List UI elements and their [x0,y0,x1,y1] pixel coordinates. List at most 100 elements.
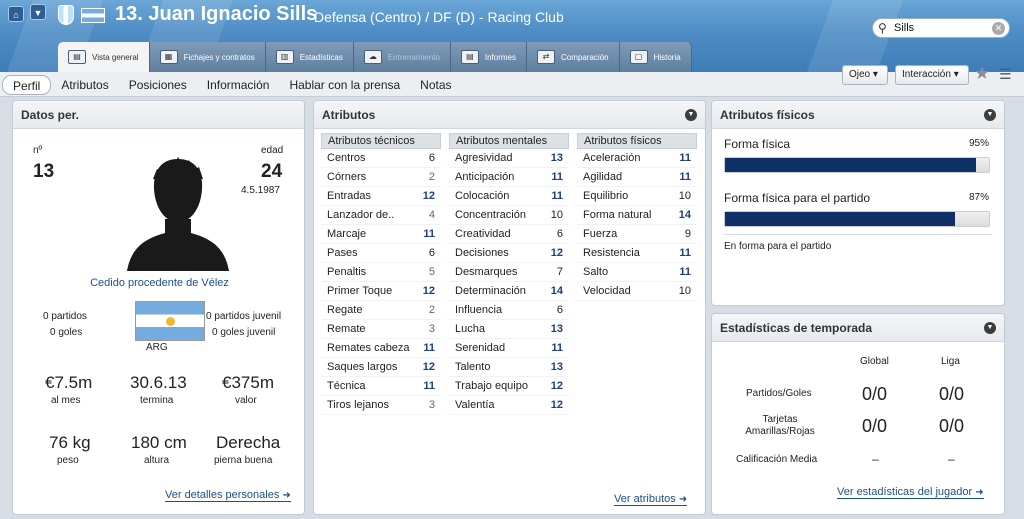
subnav-item-0[interactable]: Perfil [2,74,52,95]
tab-historia[interactable]: ▢ Historia [619,42,692,72]
attribute-row[interactable]: Remate 3 [321,320,441,339]
attribute-row[interactable]: Aceleración 11 [577,149,697,168]
attribute-row[interactable]: Córners 2 [321,168,441,187]
attribute-row[interactable]: Trabajo equipo 12 [449,377,569,396]
attribute-row[interactable]: Resistencia 11 [577,244,697,263]
attribute-value: 11 [679,247,691,259]
attribute-name: Determinación [455,285,526,297]
tab-comparación[interactable]: ⇄ Comparación [527,42,620,72]
attribute-row[interactable]: Entradas 12 [321,187,441,206]
attribute-value: 10 [550,209,563,221]
attribute-row[interactable]: Remates cabeza 11 [321,339,441,358]
attribute-row[interactable]: Serenidad 11 [449,339,569,358]
attribute-row[interactable]: Influencia 6 [449,301,569,320]
attribute-row[interactable]: Determinación 14 [449,282,569,301]
attribute-name: Decisiones [455,247,509,259]
interaccion-dropdown[interactable]: Interacción ▾ [895,65,969,85]
attribute-value: 12 [422,285,435,297]
attribute-value: 11 [679,266,691,278]
attribute-row[interactable]: Desmarques 7 [449,263,569,282]
favorite-star-icon[interactable]: ★ [974,63,991,83]
subnav-item-4[interactable]: Hablar con la prensa [289,77,401,92]
attribute-row[interactable]: Anticipación 11 [449,168,569,187]
attribute-row[interactable]: Equilibrio 10 [577,187,697,206]
attribute-row[interactable]: Marcaje 11 [321,225,441,244]
attribute-row[interactable]: Lucha 13 [449,320,569,339]
attribute-row[interactable]: Regate 2 [321,301,441,320]
fitness-bar [724,157,990,173]
attribute-name: Serenidad [455,342,506,354]
attribute-row[interactable]: Talento 13 [449,358,569,377]
attribute-row[interactable]: Técnica 11 [321,377,441,396]
panel-title: Atributos físicos ▼ [712,101,1004,129]
tab-estadísticas[interactable]: ▥ Estadísticas [265,42,354,72]
history-icon: ▢ [629,50,648,64]
loan-info[interactable]: Cedido procedente de Vélez [90,277,229,289]
subnav-item-3[interactable]: Información [206,77,270,92]
attribute-row[interactable]: Colocación 11 [449,187,569,206]
search-input[interactable]: ⚲ Sills ✕ [872,18,1010,38]
attribute-name: Fuerza [583,228,618,240]
club-crest-icon [58,5,74,25]
tab-informes[interactable]: ▤ Informes [450,42,527,72]
subnav-item-1[interactable]: Atributos [61,77,109,92]
attribute-row[interactable]: Creatividad 6 [449,225,569,244]
apps-youth: 0 partidos juvenil [206,311,282,322]
attribute-row[interactable]: Pases 6 [321,244,441,263]
attribute-name: Saques largos [327,361,398,373]
attribute-row[interactable]: Agilidad 11 [577,168,697,187]
attribute-row[interactable]: Salto 11 [577,263,697,282]
match-fitness-label: Forma física para el partido [724,191,871,205]
attribute-value: 6 [428,247,435,259]
attribute-row[interactable]: Primer Toque 12 [321,282,441,301]
subnav-item-2[interactable]: Posiciones [128,77,187,92]
transfer-value: €375m [222,373,274,392]
attribute-row[interactable]: Decisiones 12 [449,244,569,263]
tab-fichajes-y-contratos[interactable]: ▦ Fichajes y contratos [149,42,266,72]
physical-column: Atributos físicos Aceleración 11 Agilidad 1… [577,133,697,301]
view-attributes-link[interactable]: Ver atributos ➜ [614,493,688,506]
attribute-value: 3 [428,323,435,335]
menu-down-icon[interactable]: ▼ [30,4,46,20]
chevron-down-icon[interactable]: ▼ [984,322,996,334]
ojeo-dropdown[interactable]: Ojeo ▾ [842,65,888,85]
attribute-row[interactable]: Concentración 10 [449,206,569,225]
home-icon[interactable]: ⌂ [8,6,24,22]
attribute-name: Lucha [455,323,485,335]
attribute-row[interactable]: Forma natural 14 [577,206,697,225]
tab-label: Estadísticas [299,52,343,62]
match-fitness-percent: 87% [969,192,990,203]
clear-search-icon[interactable]: ✕ [992,22,1005,35]
attribute-name: Técnica [327,380,366,392]
attribute-row[interactable]: Lanzador de.. 4 [321,206,441,225]
tab-label: Vista general [92,52,139,62]
attribute-value: 11 [551,190,563,202]
nation-flag-icon[interactable] [135,301,205,341]
attribute-name: Equilibrio [583,190,629,202]
add-to-list-icon[interactable]: ☰ [999,66,1012,82]
attribute-value: 7 [556,266,563,278]
tab-entrenamiento[interactable]: ☁ Entrenamiento [353,42,451,72]
attribute-row[interactable]: Penaltis 5 [321,263,441,282]
attribute-row[interactable]: Agresividad 13 [449,149,569,168]
attribute-value: 11 [551,171,563,183]
attribute-name: Talento [455,361,491,373]
fitness-status: En forma para el partido [724,241,832,252]
tab-vista-general[interactable]: ▤ Vista general [58,42,150,72]
attribute-row[interactable]: Valentía 12 [449,396,569,415]
attribute-row[interactable]: Tiros lejanos 3 [321,396,441,415]
attribute-name: Concentración [455,209,526,221]
attribute-name: Valentía [455,399,495,411]
tab-bar: ▤ Vista general ▦ Fichajes y contratos ▥ Esta… [58,42,692,72]
personal-details-link[interactable]: Ver detalles personales ➜ [165,489,291,502]
chevron-down-icon[interactable]: ▼ [984,109,996,121]
height-label: altura [144,455,170,466]
subnav-item-5[interactable]: Notas [420,77,452,92]
attribute-row[interactable]: Velocidad 10 [577,282,697,301]
attribute-row[interactable]: Centros 6 [321,149,441,168]
foot-value: Derecha [216,433,281,452]
attribute-row[interactable]: Saques largos 12 [321,358,441,377]
attribute-row[interactable]: Fuerza 9 [577,225,697,244]
view-player-stats-link[interactable]: Ver estadísticas del jugador ➜ [837,486,984,499]
chevron-down-icon[interactable]: ▼ [685,109,697,121]
